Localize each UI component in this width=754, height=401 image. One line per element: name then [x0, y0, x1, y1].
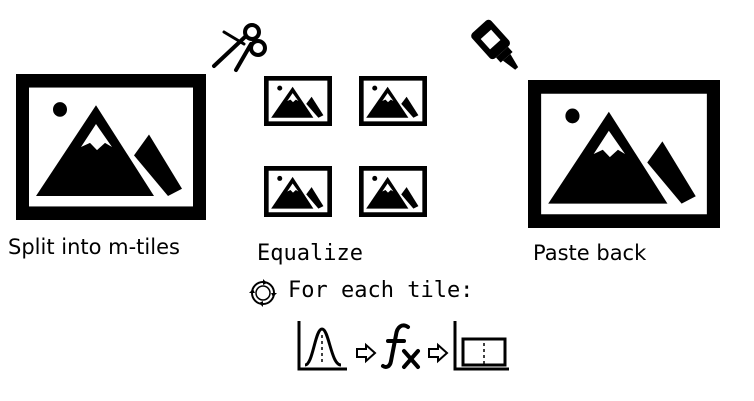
scissors-icon — [212, 23, 267, 72]
equalize-label: Equalize — [257, 241, 363, 266]
arrow-right-icon — [356, 342, 377, 364]
tile-icon-1 — [264, 76, 332, 126]
histogram-icon — [297, 321, 347, 371]
arrow-right-icon-2 — [428, 342, 449, 364]
function-icon — [381, 323, 420, 369]
clipped-histogram-icon — [453, 321, 509, 371]
tile-icon-2 — [359, 76, 427, 126]
tile-icon-3 — [264, 166, 332, 217]
for-each-tile-label: For each tile: — [288, 278, 474, 303]
split-label: Split into m-tiles — [8, 235, 180, 259]
tile-icon-4 — [359, 166, 427, 217]
left-image-icon — [16, 74, 206, 220]
glue-bottle-icon — [471, 19, 519, 70]
paste-back-label: Paste back — [533, 241, 647, 265]
loop-icon — [249, 279, 277, 307]
right-image-icon — [528, 80, 720, 228]
